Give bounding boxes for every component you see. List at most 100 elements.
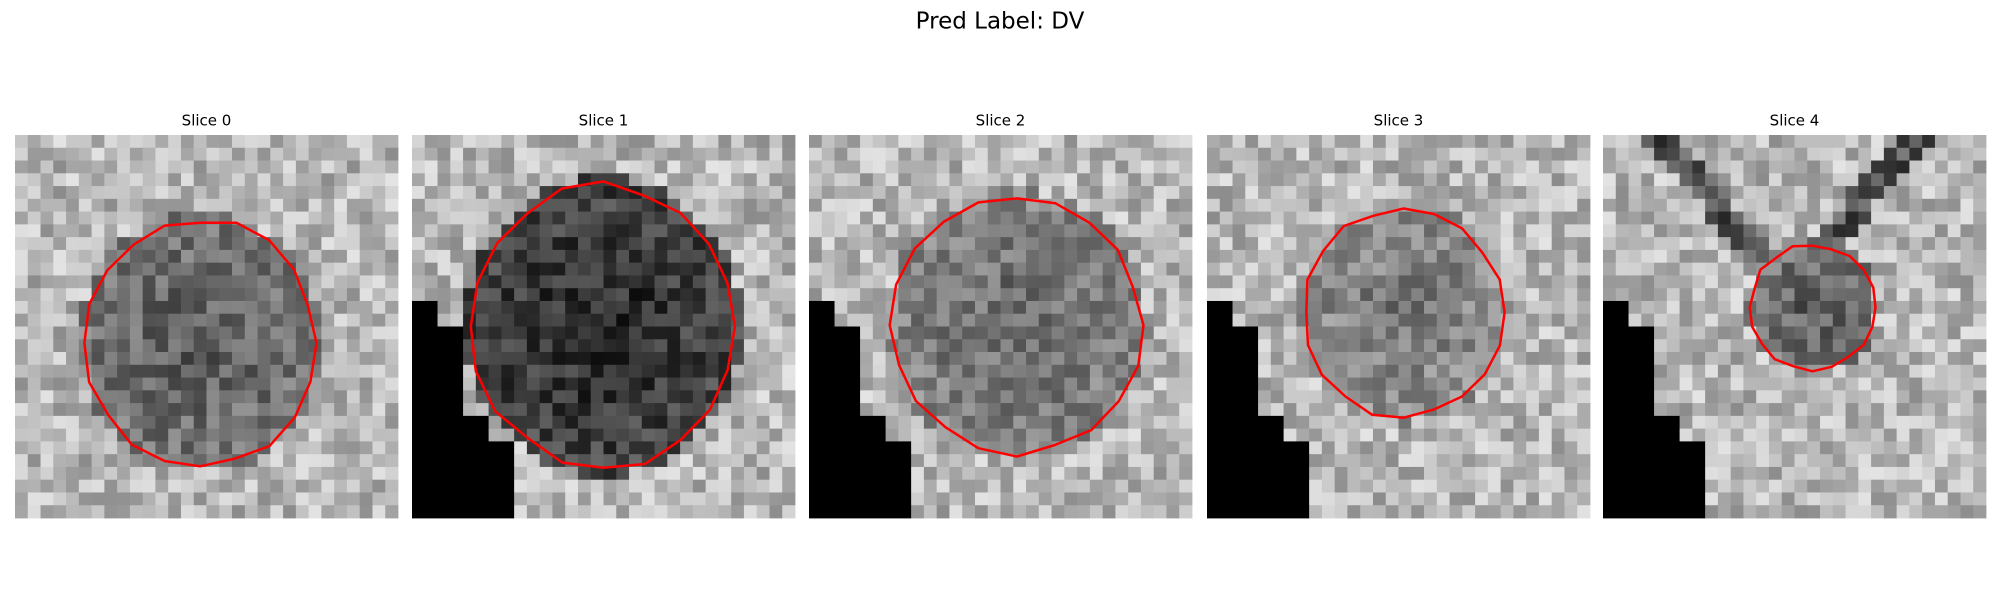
pixel <box>372 160 386 174</box>
pixel <box>1883 262 1898 276</box>
pixel <box>1115 313 1129 327</box>
pixel <box>1717 377 1732 391</box>
pixel <box>15 224 29 238</box>
pixel <box>1705 326 1719 340</box>
pixel <box>756 211 770 225</box>
pixel <box>129 352 144 366</box>
pixel <box>616 466 630 481</box>
pixel <box>104 479 118 493</box>
pixel <box>412 300 426 315</box>
pixel <box>834 339 848 353</box>
pixel <box>987 288 1001 302</box>
pixel <box>1845 300 1859 315</box>
pixel <box>1756 186 1770 200</box>
pixel <box>372 262 386 276</box>
pixel <box>1140 415 1155 430</box>
pixel <box>155 275 169 289</box>
pixel <box>1641 364 1655 378</box>
pixel <box>244 428 258 442</box>
pixel <box>1000 326 1014 340</box>
pixel <box>488 135 502 149</box>
pixel <box>359 198 373 212</box>
pixel <box>40 288 54 302</box>
pixel <box>27 262 41 276</box>
pixel <box>1449 275 1463 289</box>
pixel <box>1781 173 1795 187</box>
pixel <box>731 300 745 315</box>
pixel <box>372 300 386 315</box>
pixel <box>53 224 67 238</box>
pixel <box>66 364 80 378</box>
pixel <box>692 275 707 289</box>
pixel <box>923 186 938 200</box>
pixel <box>424 339 438 353</box>
pixel <box>1038 186 1052 200</box>
pixel <box>91 186 105 200</box>
pixel <box>1245 237 1259 251</box>
pixel <box>1845 237 1859 251</box>
pixel <box>590 313 604 327</box>
pixel <box>718 147 732 161</box>
pixel <box>1628 211 1642 225</box>
pixel <box>1487 173 1502 187</box>
pixel <box>283 300 297 315</box>
pixel <box>743 288 758 302</box>
pixel <box>155 352 169 366</box>
pixel <box>1424 224 1438 238</box>
pixel <box>552 173 566 187</box>
pixel <box>385 173 399 187</box>
pixel <box>1372 147 1387 161</box>
pixel <box>283 313 297 327</box>
pixel <box>1296 211 1310 225</box>
pixel <box>692 262 707 276</box>
pixel <box>232 352 246 366</box>
pixel <box>809 224 823 238</box>
pixel <box>1577 441 1591 455</box>
pixel <box>193 466 207 481</box>
pixel <box>1768 211 1783 225</box>
pixel <box>526 352 541 366</box>
pixel <box>1705 249 1719 264</box>
pixel <box>974 135 989 149</box>
pixel <box>616 339 630 353</box>
pixel <box>1270 224 1284 238</box>
pixel <box>1077 454 1091 468</box>
pixel <box>1500 352 1514 366</box>
pixel <box>1296 352 1310 366</box>
pixel <box>809 135 823 149</box>
pixel <box>1462 364 1476 378</box>
pixel <box>731 339 745 353</box>
pixel <box>974 147 989 161</box>
pixel <box>1179 211 1193 225</box>
pixel <box>129 211 144 225</box>
pixel <box>1245 198 1259 212</box>
pixel <box>949 352 963 366</box>
pixel <box>860 173 874 187</box>
pixel <box>1115 466 1129 481</box>
pixel <box>1947 198 1961 212</box>
pixel <box>667 326 681 340</box>
pixel <box>821 390 835 404</box>
pixel <box>782 441 796 455</box>
pixel <box>1128 224 1142 238</box>
pixel <box>308 492 322 506</box>
pixel <box>987 173 1001 187</box>
pixel <box>501 339 515 353</box>
pixel <box>680 352 694 366</box>
pixel <box>1115 198 1129 212</box>
pixel <box>590 492 604 506</box>
pixel <box>257 135 271 149</box>
pixel <box>1051 390 1065 404</box>
pixel <box>1756 211 1770 225</box>
pixel <box>949 454 963 468</box>
pixel <box>1296 249 1310 264</box>
pixel <box>1140 390 1155 404</box>
pixel <box>463 313 477 327</box>
pixel <box>1360 415 1374 430</box>
pixel <box>1038 160 1052 174</box>
pixel <box>552 160 566 174</box>
pixel <box>898 224 912 238</box>
pixel <box>1449 403 1463 417</box>
pixel <box>872 479 886 493</box>
pixel <box>372 479 386 493</box>
